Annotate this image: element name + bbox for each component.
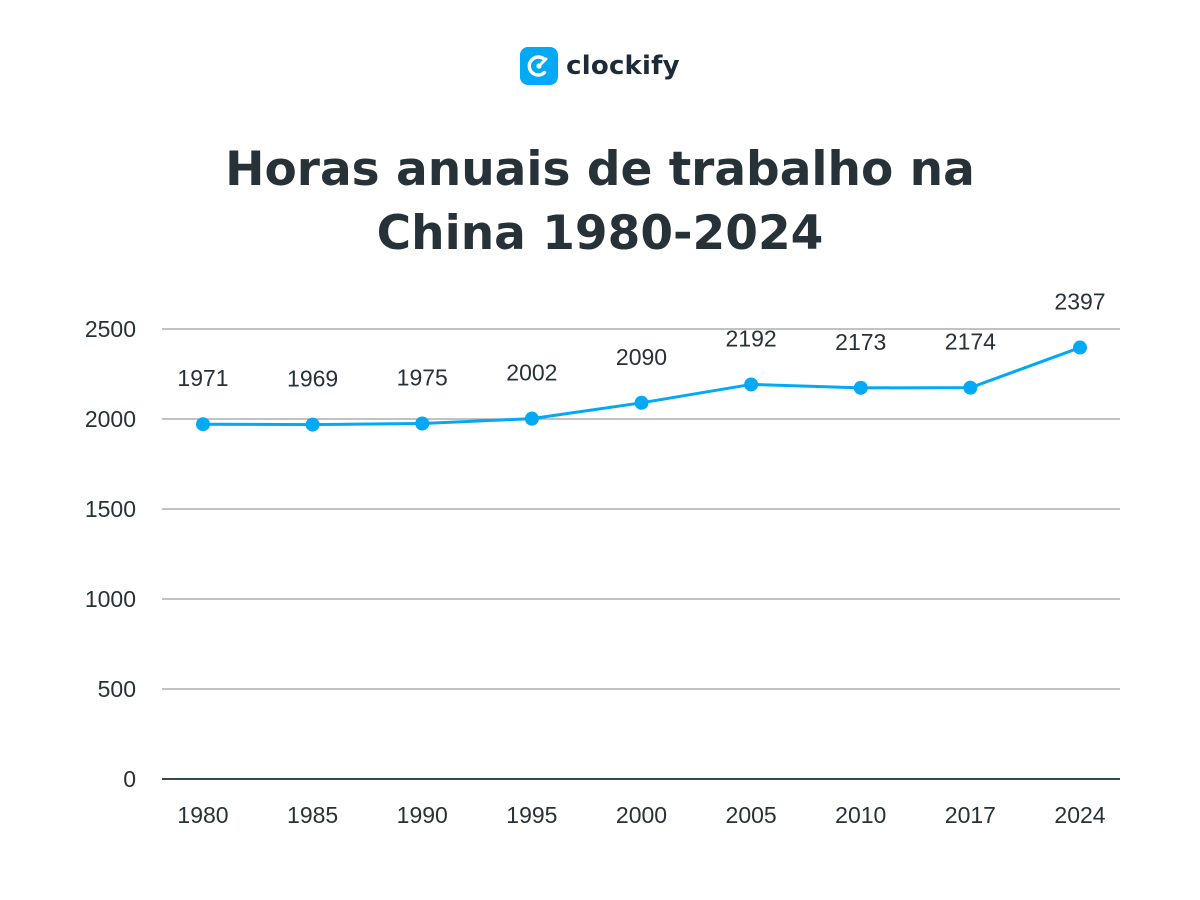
x-tick-label: 1985	[287, 802, 338, 828]
data-label: 1975	[397, 365, 448, 391]
data-points	[196, 340, 1087, 432]
y-tick-label: 2000	[85, 406, 136, 432]
y-axis-tick-labels: 0 500 1000 1500 2000 2500	[85, 316, 136, 792]
data-point	[415, 416, 430, 431]
data-label: 2192	[726, 325, 777, 351]
x-tick-label: 1980	[177, 802, 228, 828]
data-point	[744, 377, 759, 392]
data-label: 1969	[287, 366, 338, 392]
clockify-logo-icon	[520, 47, 559, 85]
brand-logo: clockify	[0, 47, 1200, 85]
x-tick-label: 2005	[726, 802, 777, 828]
data-point	[853, 380, 868, 395]
data-point	[305, 417, 320, 432]
data-label: 2090	[616, 344, 667, 370]
chart-title: Horas anuais de trabalho na China 1980-2…	[0, 138, 1200, 266]
data-label: 2173	[835, 329, 886, 355]
chart-title-line-2: China 1980-2024	[376, 206, 824, 261]
x-tick-label: 2024	[1054, 802, 1105, 828]
x-axis-tick-labels: 1980 1985 1990 1995 2000 2005 2010 2017 2024	[177, 802, 1105, 828]
data-point	[634, 395, 649, 410]
x-tick-label: 1990	[397, 802, 448, 828]
x-tick-label: 2000	[616, 802, 667, 828]
data-point	[196, 417, 210, 432]
y-tick-label: 1500	[85, 496, 136, 522]
data-label: 2174	[945, 329, 996, 355]
y-tick-label: 2500	[85, 316, 136, 342]
data-label: 2397	[1054, 289, 1105, 315]
brand-name: clockify	[566, 51, 680, 81]
data-point	[1073, 340, 1087, 355]
data-label: 1971	[177, 365, 228, 391]
y-tick-label: 1000	[85, 586, 136, 612]
data-label: 2002	[506, 360, 557, 386]
chart-title-line-1: Horas anuais de trabalho na	[225, 142, 975, 197]
y-tick-label: 0	[123, 766, 136, 792]
x-tick-label: 2017	[945, 802, 996, 828]
x-tick-label: 1995	[506, 802, 557, 828]
x-tick-label: 2010	[835, 802, 886, 828]
gridlines	[162, 328, 1120, 780]
data-point	[963, 380, 978, 395]
data-labels: 1971 1969 1975 2002 2090 2192 2173 2174 2397	[177, 289, 1105, 392]
data-point	[524, 411, 539, 426]
y-tick-label: 500	[98, 676, 136, 702]
